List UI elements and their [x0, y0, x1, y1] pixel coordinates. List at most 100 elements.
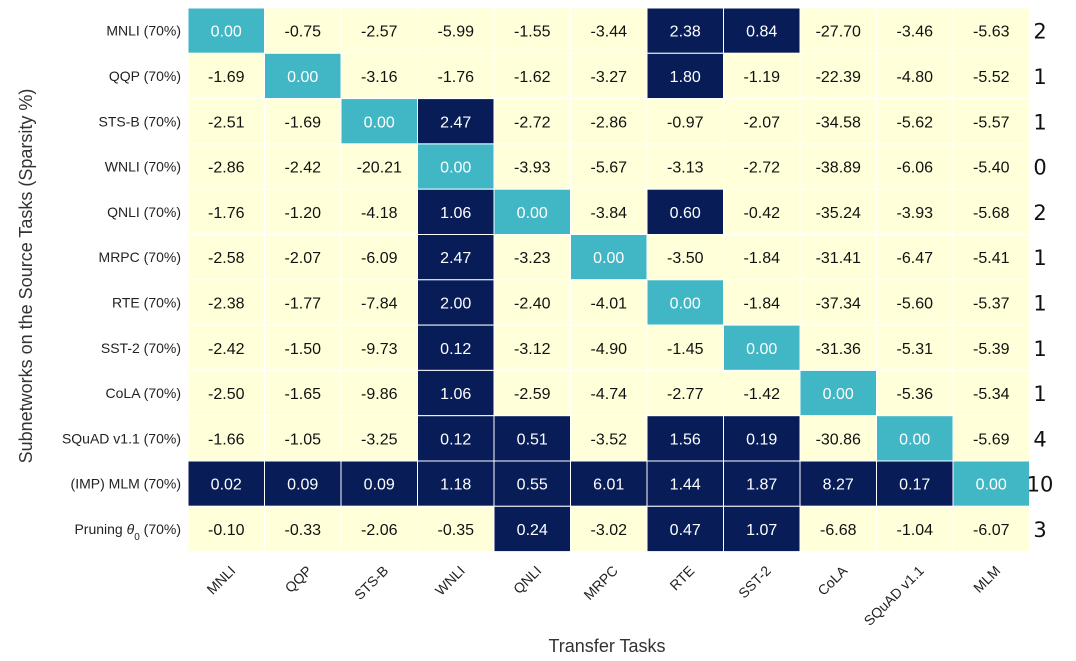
cell-value-label: -1.76: [208, 205, 245, 222]
cell-value-label: -6.68: [820, 522, 857, 539]
heatmap-cell: [952, 279, 1030, 326]
heatmap-cell: [187, 505, 265, 553]
cell-value-label: 0.51: [517, 431, 548, 448]
cell-value-label: 0.00: [440, 160, 471, 177]
cell-value-label: -5.40: [973, 160, 1010, 177]
cell-value-label: -1.77: [285, 295, 322, 312]
cell-value-label: -2.86: [208, 160, 245, 177]
column-labels: MNLI QQP STS-B WNLI QNLI MRPC RTE SST-2 CoLA SQuA…: [203, 562, 1003, 629]
cell-value-label: -2.42: [208, 341, 245, 358]
heatmap-cell: [264, 7, 342, 54]
heatmap-cell: [723, 460, 801, 507]
cell-value-label: -1.84: [744, 250, 781, 267]
heatmap-cell: [952, 143, 1030, 190]
cell-value-label: 0.00: [976, 477, 1007, 494]
cell-value-label: -27.70: [816, 24, 861, 41]
row-label: QQP (70%): [109, 68, 181, 84]
column-label: WNLI: [432, 562, 468, 598]
cell-value-label: -1.20: [285, 205, 322, 222]
heatmap-cell: [417, 279, 495, 326]
row-count: 2: [1033, 20, 1046, 44]
cell-value-label: 2.38: [670, 24, 701, 41]
cell-value-label: -6.07: [973, 522, 1010, 539]
cell-value-label: -1.65: [285, 386, 322, 403]
cell-value-label: -2.07: [285, 250, 322, 267]
cell-value-label: -3.27: [591, 69, 628, 86]
heatmap-cell: [570, 234, 648, 281]
cell-value-label: -3.02: [591, 522, 628, 539]
heatmap-cell: [187, 98, 265, 145]
cell-value-label: -2.77: [667, 386, 704, 403]
heatmap-cell: [952, 234, 1030, 281]
heatmap-cell: [264, 505, 342, 553]
cell-value-label: -2.07: [744, 114, 781, 131]
cell-value-label: -4.74: [591, 386, 628, 403]
cell-value-label: 0.84: [746, 24, 777, 41]
heatmap-cell: [570, 324, 648, 371]
row-label: MRPC (70%): [99, 249, 181, 265]
cell-value-label: -0.42: [744, 205, 781, 222]
cell-value-label: -2.72: [514, 114, 551, 131]
row-labels: MNLI (70%) QQP (70%) STS-B (70%) WNLI (70%)…: [62, 23, 181, 543]
heatmap-cell: [799, 415, 877, 462]
cell-value-label: -22.39: [816, 69, 861, 86]
cell-value-label: -20.21: [357, 160, 402, 177]
heatmap-cell: [417, 415, 495, 462]
row-count: 1: [1033, 382, 1046, 406]
cell-value-label: -1.05: [285, 431, 322, 448]
heatmap-cell: [876, 369, 954, 417]
column-label: QQP: [282, 562, 315, 595]
heatmap-cell: [876, 279, 954, 326]
row-label: QNLI (70%): [107, 204, 181, 220]
cell-value-label: -9.73: [361, 341, 398, 358]
cell-value-label: 0.09: [287, 477, 318, 494]
cell-value-label: -0.75: [285, 24, 322, 41]
cell-value-label: -31.36: [816, 341, 861, 358]
cell-value-label: -9.86: [361, 386, 398, 403]
heatmap-cell: [952, 52, 1030, 100]
cell-value-label: -3.44: [591, 24, 628, 41]
heatmap-cell: [570, 98, 648, 145]
row-label-tail: (70%): [140, 521, 181, 537]
heatmap-cell: [952, 415, 1030, 462]
cell-value-label: 0.00: [670, 295, 701, 312]
cell-value-label: -1.45: [667, 341, 704, 358]
cell-value-label: 1.06: [440, 205, 471, 222]
cell-value-label: -3.50: [667, 250, 704, 267]
cell-value-label: -2.38: [208, 295, 245, 312]
heatmap-cell: [952, 188, 1030, 235]
heatmap-cell: [876, 505, 954, 553]
heatmap-cell: [570, 415, 648, 462]
cell-value-label: -2.57: [361, 24, 398, 41]
cell-value-label: -4.90: [591, 341, 628, 358]
cell-value-label: 0.00: [823, 386, 854, 403]
cell-value-label: 8.27: [823, 477, 854, 494]
heatmap-cell: [417, 324, 495, 371]
heatmap-cell: [646, 143, 724, 190]
cell-value-label: -3.84: [591, 205, 628, 222]
cell-value-label: -7.84: [361, 295, 398, 312]
heatmap-cell: [646, 324, 724, 371]
cell-value-label: -35.24: [816, 205, 861, 222]
cell-value-label: -5.67: [591, 160, 628, 177]
heatmap-cell: [952, 98, 1030, 145]
heatmap-cell: [187, 234, 265, 281]
heatmap-cell: [570, 279, 648, 326]
row-count: 2: [1033, 201, 1046, 225]
heatmap-cell: [264, 460, 342, 507]
row-label: WNLI (70%): [105, 159, 181, 175]
cell-value-label: -31.41: [816, 250, 861, 267]
cell-value-label: -1.19: [744, 69, 781, 86]
cell-value-label: 2.00: [440, 295, 471, 312]
cell-value-label: -3.13: [667, 160, 704, 177]
heatmap-cell: [187, 279, 265, 326]
cell-value-label: -2.59: [514, 386, 551, 403]
cell-value-label: -2.72: [744, 160, 781, 177]
heatmap-cell: [876, 52, 954, 100]
cell-value-label: 1.18: [440, 477, 471, 494]
heatmap-cell: [570, 7, 648, 54]
heatmap-cell: [876, 324, 954, 371]
cell-value-label: -2.58: [208, 250, 245, 267]
cell-value-label: -2.42: [285, 160, 322, 177]
heatmap-cell: [646, 52, 724, 100]
